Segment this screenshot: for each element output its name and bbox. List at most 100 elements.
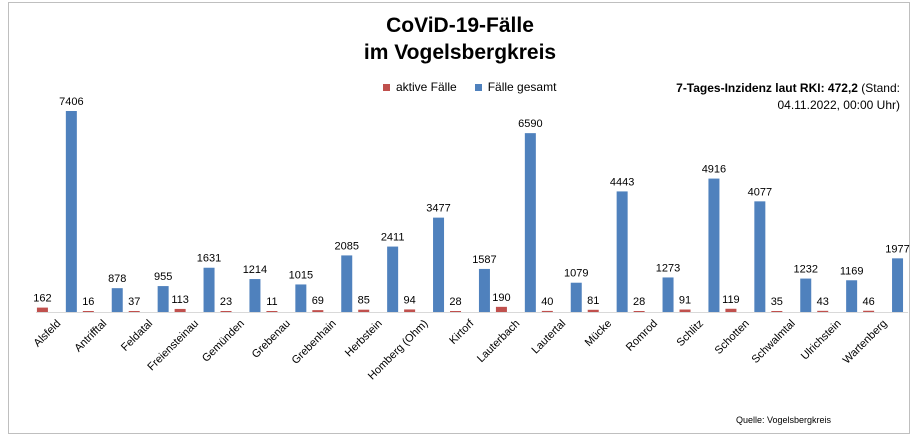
x-tick-label-13: Romrod	[624, 318, 660, 354]
data-label-active-13: 28	[633, 296, 645, 308]
bar-total-5	[295, 284, 307, 312]
bar-total-7	[387, 246, 399, 312]
bar-total-3	[203, 267, 215, 312]
data-label-total-18: 1977	[885, 243, 909, 255]
data-label-active-0: 162	[33, 293, 51, 305]
bar-active-2	[128, 310, 140, 312]
bar-active-11	[541, 310, 553, 312]
x-tick-label-10: Lauterbach	[475, 318, 522, 365]
bar-active-8	[404, 309, 416, 312]
x-tick-label-15: Schotten	[713, 318, 752, 357]
data-label-total-0: 7406	[59, 96, 83, 108]
bar-total-9	[478, 268, 490, 312]
bar-active-9	[450, 311, 462, 312]
data-label-active-5: 11	[266, 296, 277, 308]
data-label-active-4: 23	[220, 296, 232, 308]
data-label-total-8: 3477	[426, 203, 450, 215]
legend-swatch-active	[383, 83, 390, 91]
data-label-total-1: 878	[108, 273, 126, 285]
source-note: Quelle: Vogelsbergkreis	[736, 415, 832, 425]
x-tick-label-1: Antrifftal	[72, 318, 109, 355]
bar-total-17	[846, 280, 858, 312]
data-label-total-3: 1631	[197, 253, 221, 265]
data-label-active-12: 81	[587, 295, 599, 307]
bar-active-14	[679, 309, 691, 312]
data-label-total-2: 955	[154, 271, 172, 283]
x-tick-label-16: Schwalmtal	[750, 318, 798, 366]
bar-total-8	[433, 217, 445, 312]
x-tick-label-12: Mücke	[583, 318, 614, 349]
bar-total-10	[524, 133, 536, 312]
incidence-note: 7-Tages-Inzidenz laut RKI: 472,2 (Stand:…	[650, 80, 900, 114]
data-label-active-2: 37	[128, 296, 140, 308]
data-label-total-11: 1079	[564, 268, 588, 280]
bar-active-0	[36, 307, 48, 312]
data-label-total-13: 1273	[656, 262, 680, 274]
data-label-active-7: 85	[358, 295, 370, 307]
bar-active-4	[220, 311, 232, 312]
bar-active-15	[725, 308, 737, 312]
bar-total-0	[65, 111, 77, 312]
chart-subtitle: im Vogelsbergkreis	[363, 41, 557, 64]
data-label-active-10: 190	[492, 292, 510, 304]
data-label-active-14: 91	[679, 295, 691, 307]
data-label-total-12: 4443	[610, 176, 634, 188]
bar-active-6	[312, 310, 324, 312]
bar-active-7	[358, 309, 370, 312]
incidence-date: 04.11.2022, 00:00 Uhr)	[777, 98, 900, 112]
data-label-total-14: 4916	[702, 164, 726, 176]
legend-swatch-total	[474, 83, 482, 91]
bar-active-16	[771, 311, 783, 312]
bar-total-1	[111, 288, 123, 312]
bar-active-17	[817, 310, 829, 312]
data-label-active-15: 119	[722, 294, 740, 306]
x-tick-label-17: Ulrichstein	[799, 318, 844, 363]
data-label-total-15: 4077	[748, 186, 772, 198]
bar-active-13	[633, 311, 645, 312]
data-label-total-16: 1232	[794, 264, 818, 276]
x-tick-label-4: Gemünden	[200, 318, 247, 365]
incidence-value: 7-Tages-Inzidenz laut RKI: 472,2	[676, 81, 858, 95]
bar-total-14	[708, 178, 720, 312]
data-label-total-4: 1214	[243, 264, 267, 276]
data-label-total-7: 2411	[381, 232, 405, 244]
legend-label-active: aktive Fälle	[396, 80, 457, 94]
bar-total-15	[754, 201, 766, 312]
data-label-active-3: 113	[171, 294, 189, 306]
bar-total-12	[616, 191, 628, 312]
bar-total-2	[157, 286, 169, 312]
x-tick-label-2: Feldatal	[119, 318, 155, 354]
bar-active-10	[495, 306, 507, 312]
data-label-active-18: 46	[863, 296, 875, 308]
data-label-active-11: 40	[541, 296, 553, 308]
bar-total-13	[662, 277, 674, 312]
chart-title: CoViD-19-Fälle	[386, 14, 534, 37]
data-label-active-9: 28	[449, 296, 461, 308]
incidence-date-prefix: (Stand:	[857, 81, 900, 95]
x-tick-label-0: Alsfeld	[32, 318, 64, 350]
data-label-active-1: 16	[82, 296, 94, 308]
data-label-active-6: 69	[312, 295, 324, 307]
x-tick-label-14: Schlitz	[675, 318, 706, 349]
x-tick-label-18: Wartenberg	[841, 318, 890, 367]
bar-total-4	[249, 279, 261, 312]
x-tick-label-6: Grebenhain	[290, 318, 339, 367]
data-label-total-9: 1587	[472, 254, 496, 266]
data-label-total-6: 2085	[335, 240, 359, 252]
bar-active-5	[266, 311, 278, 312]
bar-total-6	[341, 255, 353, 312]
data-label-total-17: 1169	[840, 265, 864, 277]
bar-active-12	[587, 309, 599, 312]
x-tick-label-7: Herbstein	[343, 318, 385, 360]
legend: aktive Fälle Fälle gesamt	[383, 80, 556, 94]
x-tick-label-9: Kirtorf	[447, 317, 477, 347]
x-tick-label-11: Lautertal	[530, 318, 569, 357]
data-label-active-17: 43	[817, 296, 829, 308]
bar-active-18	[863, 310, 875, 312]
bar-active-3	[174, 308, 186, 312]
bar-total-16	[800, 278, 812, 312]
data-label-active-8: 94	[404, 294, 416, 306]
data-label-active-16: 35	[771, 296, 783, 308]
legend-label-total: Fälle gesamt	[487, 80, 557, 94]
